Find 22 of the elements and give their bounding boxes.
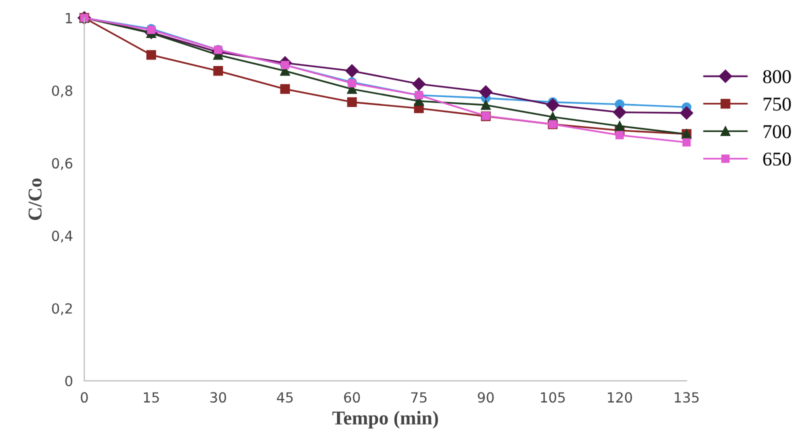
- y-tick-label: 0,8: [52, 85, 72, 98]
- y-tick-label: 0,2: [52, 303, 72, 316]
- x-axis-title: Tempo (min): [332, 410, 438, 429]
- x-tick-label: 105: [541, 392, 565, 403]
- x-tick-label: 45: [276, 392, 293, 403]
- x-tick-label: 60: [344, 392, 360, 403]
- y-tick-label: 0,6: [52, 158, 72, 170]
- x-tick-label: 0: [80, 392, 88, 403]
- y-tick-label: 0,4: [52, 230, 72, 243]
- legend-label: 700: [764, 125, 791, 138]
- y-tick-label: 0: [65, 376, 72, 386]
- x-tick-label: 135: [674, 392, 699, 403]
- legend-label: 750: [764, 98, 791, 111]
- y-tick-label: 1: [66, 13, 72, 24]
- legend-label: 800: [763, 70, 791, 84]
- x-tick-label: 30: [210, 392, 226, 403]
- x-tick-label: 120: [608, 392, 632, 403]
- x-tick-label: 75: [411, 392, 427, 403]
- legend-label: 650: [763, 152, 791, 166]
- y-axis-title: C/Co: [28, 178, 42, 220]
- x-tick-label: 15: [144, 392, 159, 403]
- x-tick-label: 90: [478, 392, 494, 403]
